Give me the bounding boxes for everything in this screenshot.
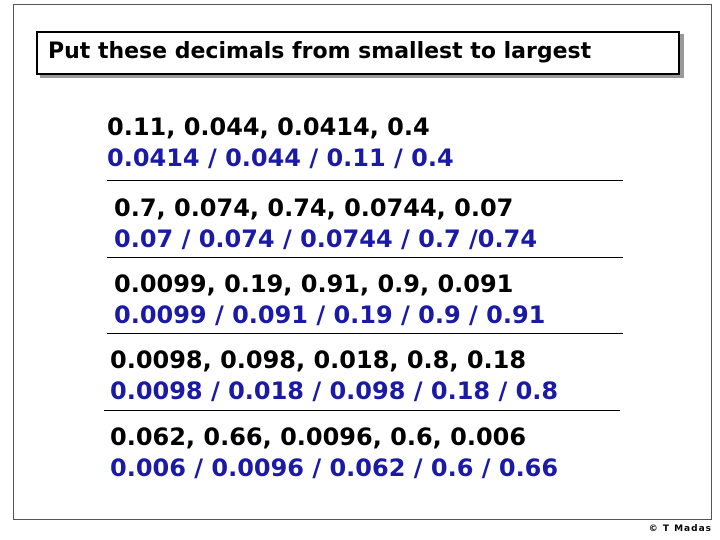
title-box: Put these decimals from smallest to larg… [36, 31, 680, 75]
problem-4: 0.0098, 0.098, 0.018, 0.8, 0.18 0.0098 /… [110, 345, 558, 407]
divider-2 [107, 257, 623, 258]
problem-2: 0.7, 0.074, 0.74, 0.0744, 0.07 0.07 / 0.… [114, 193, 537, 255]
problem-3-answer: 0.0099 / 0.091 / 0.19 / 0.9 / 0.91 [114, 301, 546, 329]
problem-5-answer: 0.006 / 0.0096 / 0.062 / 0.6 / 0.66 [110, 454, 559, 482]
problem-4-question: 0.0098, 0.098, 0.018, 0.8, 0.18 [110, 346, 527, 374]
divider-3 [107, 333, 623, 334]
problem-4-answer: 0.0098 / 0.018 / 0.098 / 0.18 / 0.8 [110, 377, 559, 405]
problem-2-answer: 0.07 / 0.074 / 0.0744 / 0.7 /0.74 [114, 225, 538, 253]
page-frame [13, 4, 712, 520]
divider-1 [107, 180, 623, 181]
problem-5-question: 0.062, 0.66, 0.0096, 0.6, 0.006 [110, 423, 527, 451]
problem-3-question: 0.0099, 0.19, 0.91, 0.9, 0.091 [114, 270, 514, 298]
copyright-credit: © T Madas [648, 524, 712, 534]
problem-3: 0.0099, 0.19, 0.91, 0.9, 0.091 0.0099 / … [114, 269, 545, 331]
problem-1-answer: 0.0414 / 0.044 / 0.11 / 0.4 [107, 144, 454, 172]
problem-1: 0.11, 0.044, 0.0414, 0.4 0.0414 / 0.044 … [107, 112, 454, 174]
divider-4 [104, 410, 620, 411]
problem-2-question: 0.7, 0.074, 0.74, 0.0744, 0.07 [114, 194, 514, 222]
problem-5: 0.062, 0.66, 0.0096, 0.6, 0.006 0.006 / … [110, 422, 558, 484]
problem-1-question: 0.11, 0.044, 0.0414, 0.4 [107, 113, 430, 141]
page-title: Put these decimals from smallest to larg… [48, 39, 592, 64]
